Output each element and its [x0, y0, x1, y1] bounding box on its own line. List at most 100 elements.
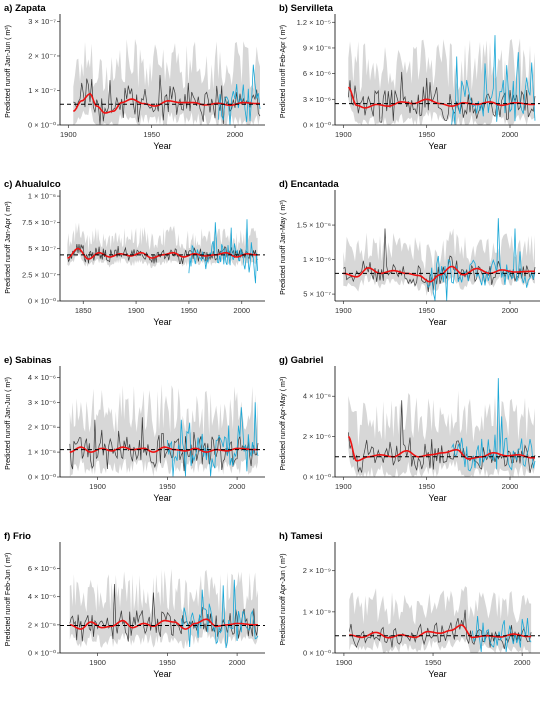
y-tick-label: 4 × 10⁻⁶ — [303, 392, 331, 401]
y-tick-label: 1.2 × 10⁻⁵ — [297, 18, 331, 27]
y-tick-label: 3 × 10⁻⁶ — [303, 95, 331, 104]
y-tick-label: 0 × 10⁻⁰ — [28, 649, 56, 658]
x-tick-label: 1900 — [60, 130, 77, 139]
x-tick-label: 1950 — [418, 482, 435, 491]
x-tick-label: 1900 — [128, 306, 145, 315]
panel-title: e) Sabinas — [4, 355, 52, 366]
smoothed-series-line — [69, 446, 258, 453]
y-tick-label: 0 × 10⁻⁰ — [28, 473, 56, 482]
x-tick-label: 2000 — [502, 130, 519, 139]
y-tick-label: 7.5 × 10⁻⁷ — [22, 218, 56, 227]
x-tick-label: 1900 — [89, 482, 106, 491]
y-tick-label: 1 × 10⁻⁶ — [28, 448, 56, 457]
chart-zapata: a) Zapata 0 × 10⁻⁰ 1 × 10⁻⁷ 2 × 10⁻⁷ 3 × 10⁻… — [4, 3, 265, 151]
smoothed-series-line — [69, 618, 258, 630]
observed-series-line — [188, 219, 258, 284]
y-axis-label: Predicted runoff Apr-May ( m³) — [280, 376, 287, 470]
smoothed-series-line — [343, 265, 535, 283]
panel-servilleta: b) Servilleta 0 × 10⁻⁰ 3 × 10⁻⁶ 6 × 10⁻⁶ 9 ×… — [275, 0, 550, 175]
panel-zapata: a) Zapata 0 × 10⁻⁰ 1 × 10⁻⁷ 2 × 10⁻⁷ 3 × 10⁻… — [0, 0, 275, 175]
x-tick-label: 2000 — [514, 658, 531, 667]
panel-sabinas: e) Sabinas 0 × 10⁻⁰ 1 × 10⁻⁶ 2 × 10⁻⁶ 3 × 10… — [0, 352, 275, 527]
y-axis-label: Predicted runoff Feb-Apr ( m³) — [280, 25, 287, 118]
plot-area — [60, 383, 265, 477]
y-tick-label: 1 × 10⁻⁶ — [28, 192, 56, 201]
y-tick-label: 1 × 10⁻⁹ — [303, 607, 331, 616]
panel-frio: f) Frio 0 × 10⁻⁰ 2 × 10⁻⁶ 4 × 10⁻⁶ 6 × 10⁻⁶ 1… — [0, 528, 275, 703]
panel-title: c) Ahualulco — [4, 179, 61, 190]
smoothed-series-line — [73, 93, 260, 114]
y-axis-label: Predicted runoff Jan-Jun ( m³) — [5, 25, 12, 118]
panel-encantada: d) Encantada 5 × 10⁻⁷ 1 × 10⁻⁶ 1.5 × 10⁻⁶ 19… — [275, 176, 550, 351]
x-tick-label: 1950 — [159, 482, 176, 491]
smoothed-series-line — [347, 435, 535, 462]
x-tick-label: 2000 — [229, 658, 246, 667]
y-tick-label: 5 × 10⁻⁷ — [303, 290, 331, 299]
panel-title: d) Encantada — [279, 179, 339, 190]
x-axis-label: Year — [153, 493, 171, 503]
y-tick-label: 2.5 × 10⁻⁷ — [22, 270, 56, 279]
observed-series-line — [451, 35, 536, 125]
y-tick-label: 2 × 10⁻⁷ — [28, 51, 56, 60]
plot-area — [335, 378, 540, 477]
y-axis-label: Predicted runoff Feb-Jun ( m³) — [5, 553, 12, 647]
x-tick-label: 1950 — [418, 130, 435, 139]
x-tick-label: 1850 — [75, 306, 92, 315]
y-tick-label: 4 × 10⁻⁶ — [28, 373, 56, 382]
observed-series-line — [167, 402, 259, 477]
x-axis-label: Year — [428, 141, 446, 151]
chart-servilleta: b) Servilleta 0 × 10⁻⁰ 3 × 10⁻⁶ 6 × 10⁻⁶ 9 ×… — [279, 3, 540, 151]
x-axis-label: Year — [428, 317, 446, 327]
plot-area — [60, 219, 265, 284]
panel-ahualulco: c) Ahualulco 0 × 10⁻⁰ 2.5 × 10⁻⁷ 5 × 10⁻⁷ 7.… — [0, 176, 275, 351]
panel-tamesi: h) Tamesi 0 × 10⁻⁰ 1 × 10⁻⁹ 2 × 10⁻⁹ 1900 195… — [275, 528, 550, 703]
predicted-series-line — [67, 243, 258, 265]
x-tick-label: 2000 — [502, 482, 519, 491]
y-tick-label: 0 × 10⁻⁰ — [303, 473, 331, 482]
y-axis-label: Predicted runoff Jan-Jun ( m³) — [5, 377, 12, 470]
plot-area — [335, 35, 540, 125]
y-tick-label: 2 × 10⁻⁹ — [303, 566, 331, 575]
x-tick-label: 1950 — [425, 658, 442, 667]
y-axis-label: Predicted runoff Jan-May ( m³) — [280, 200, 287, 295]
plot-area — [335, 218, 540, 301]
y-tick-label: 0 × 10⁻⁰ — [303, 121, 331, 130]
plot-area — [335, 586, 540, 653]
chart-ahualulco: c) Ahualulco 0 × 10⁻⁰ 2.5 × 10⁻⁷ 5 × 10⁻⁷ 7.… — [4, 179, 265, 327]
panel-title: g) Gabriel — [279, 355, 323, 366]
x-tick-label: 1900 — [336, 658, 353, 667]
predicted-series-line — [69, 583, 259, 642]
x-tick-label: 1950 — [159, 658, 176, 667]
x-tick-label: 2000 — [502, 306, 519, 315]
x-axis-label: Year — [153, 141, 171, 151]
y-tick-label: 0 × 10⁻⁰ — [303, 649, 331, 658]
x-tick-label: 1950 — [418, 306, 435, 315]
smoothed-series-line — [349, 624, 532, 639]
x-tick-label: 1900 — [335, 306, 352, 315]
y-tick-label: 2 × 10⁻⁶ — [28, 620, 56, 629]
chart-frio: f) Frio 0 × 10⁻⁰ 2 × 10⁻⁶ 4 × 10⁻⁶ 6 × 10⁻⁶ 1… — [4, 531, 265, 679]
uncertainty-band — [73, 39, 260, 125]
panel-title: f) Frio — [4, 531, 31, 542]
y-tick-label: 0 × 10⁻⁰ — [28, 121, 56, 130]
chart-gabriel: g) Gabriel 0 × 10⁻⁰ 2 × 10⁻⁶ 4 × 10⁻⁶ 1900 19… — [279, 355, 540, 503]
y-tick-label: 0 × 10⁻⁰ — [28, 297, 56, 306]
uncertainty-band — [69, 568, 258, 649]
panel-title: a) Zapata — [4, 3, 46, 14]
chart-sabinas: e) Sabinas 0 × 10⁻⁰ 1 × 10⁻⁶ 2 × 10⁻⁶ 3 × 10… — [4, 355, 265, 503]
y-tick-label: 2 × 10⁻⁶ — [303, 432, 331, 441]
x-axis-label: Year — [428, 669, 446, 679]
y-tick-label: 3 × 10⁻⁶ — [28, 398, 56, 407]
panel-title: b) Servilleta — [279, 3, 334, 14]
x-tick-label: 2000 — [227, 130, 244, 139]
y-tick-label: 1.5 × 10⁻⁶ — [297, 221, 331, 230]
y-tick-label: 6 × 10⁻⁶ — [28, 564, 56, 573]
y-axis-label: Predicted runoff Apr-Jun ( m³) — [280, 553, 287, 645]
y-axis-label: Predicted runoff Jan-Apr ( m³) — [5, 201, 12, 293]
observed-series-line — [426, 218, 536, 301]
x-tick-label: 1900 — [335, 482, 352, 491]
uncertainty-band — [67, 222, 258, 269]
x-tick-label: 1950 — [181, 306, 198, 315]
y-tick-label: 1 × 10⁻⁷ — [28, 86, 56, 95]
